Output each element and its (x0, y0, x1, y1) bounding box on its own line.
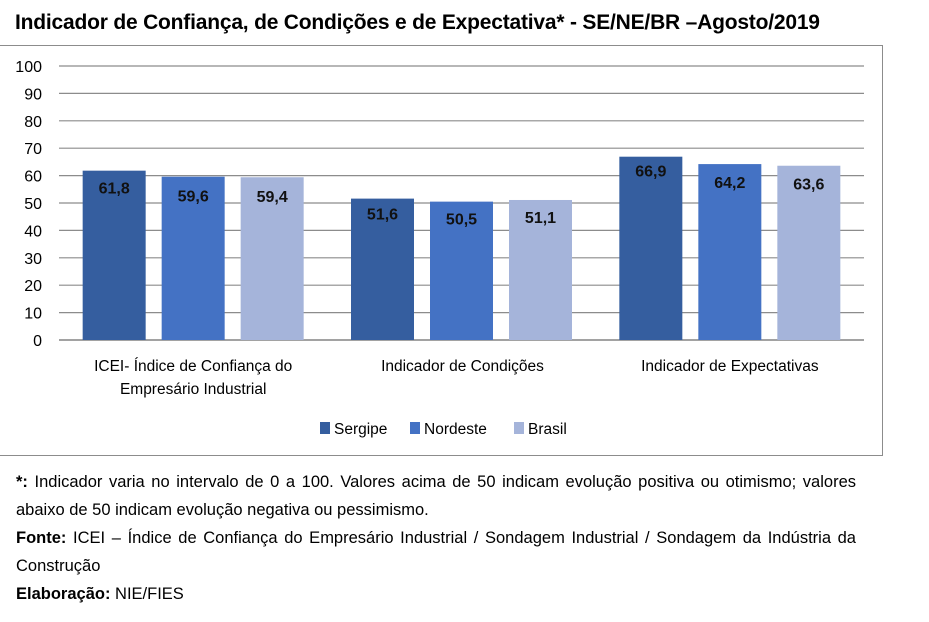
data-label: 64,2 (714, 175, 745, 192)
note-credit-label: Elaboração: (16, 585, 111, 603)
legend-label: Nordeste (424, 421, 487, 438)
x-category-label: Indicador de Expectativas (641, 358, 819, 375)
chart-notes: *: Indicador varia no intervalo de 0 a 1… (16, 468, 856, 608)
legend-swatch-brasil (514, 422, 524, 434)
bar-nordeste (698, 164, 762, 340)
y-tick-label: 40 (24, 223, 42, 240)
y-tick-label: 10 (24, 306, 42, 323)
bar-sergipe (619, 156, 683, 340)
y-tick-label: 50 (24, 196, 42, 213)
chart-title: Indicador de Confiança, de Condições e d… (15, 11, 820, 34)
x-category-label: ICEI- Índice de Confiança do (94, 358, 292, 375)
note-credit: Elaboração: NIE/FIES (16, 580, 856, 608)
data-label: 61,8 (99, 181, 130, 198)
bar-brasil (240, 177, 304, 340)
note-asterisk-text: Indicador varia no intervalo de 0 a 100.… (16, 473, 856, 519)
y-tick-label: 30 (24, 251, 42, 268)
data-label: 59,6 (178, 189, 209, 206)
note-definition: *: Indicador varia no intervalo de 0 a 1… (16, 468, 856, 524)
y-tick-label: 80 (24, 114, 42, 131)
y-tick-label: 90 (24, 86, 42, 103)
bar-nordeste (430, 201, 493, 340)
bar-sergipe (351, 198, 414, 340)
bar-brasil (509, 199, 572, 340)
note-source-label: Fonte: (16, 529, 67, 547)
y-tick-label: 0 (33, 333, 42, 350)
data-label: 63,6 (793, 177, 824, 194)
note-asterisk-label: *: (16, 473, 28, 491)
note-credit-text: NIE/FIES (110, 585, 184, 603)
data-label: 51,1 (525, 210, 556, 227)
legend-swatch-sergipe (320, 422, 330, 434)
chart-frame (0, 45, 883, 456)
note-source: Fonte: ICEI – Índice de Confiança do Emp… (16, 524, 856, 580)
legend-label: Sergipe (334, 421, 387, 438)
bar-nordeste (161, 176, 225, 340)
data-label: 66,9 (635, 164, 666, 181)
x-category-label: Empresário Industrial (120, 381, 266, 398)
data-label: 59,4 (257, 189, 288, 206)
x-category-label: Indicador de Condições (381, 358, 544, 375)
bar-brasil (777, 165, 841, 340)
y-tick-label: 20 (24, 278, 42, 295)
note-source-text: ICEI – Índice de Confiança do Empresário… (16, 529, 856, 575)
y-tick-label: 70 (24, 141, 42, 158)
bar-sergipe (82, 170, 146, 340)
data-label: 50,5 (446, 212, 477, 229)
y-tick-label: 100 (15, 59, 42, 76)
data-label: 51,6 (367, 207, 398, 224)
legend-swatch-nordeste (410, 422, 420, 434)
legend-label: Brasil (528, 421, 567, 438)
y-tick-label: 60 (24, 169, 42, 186)
